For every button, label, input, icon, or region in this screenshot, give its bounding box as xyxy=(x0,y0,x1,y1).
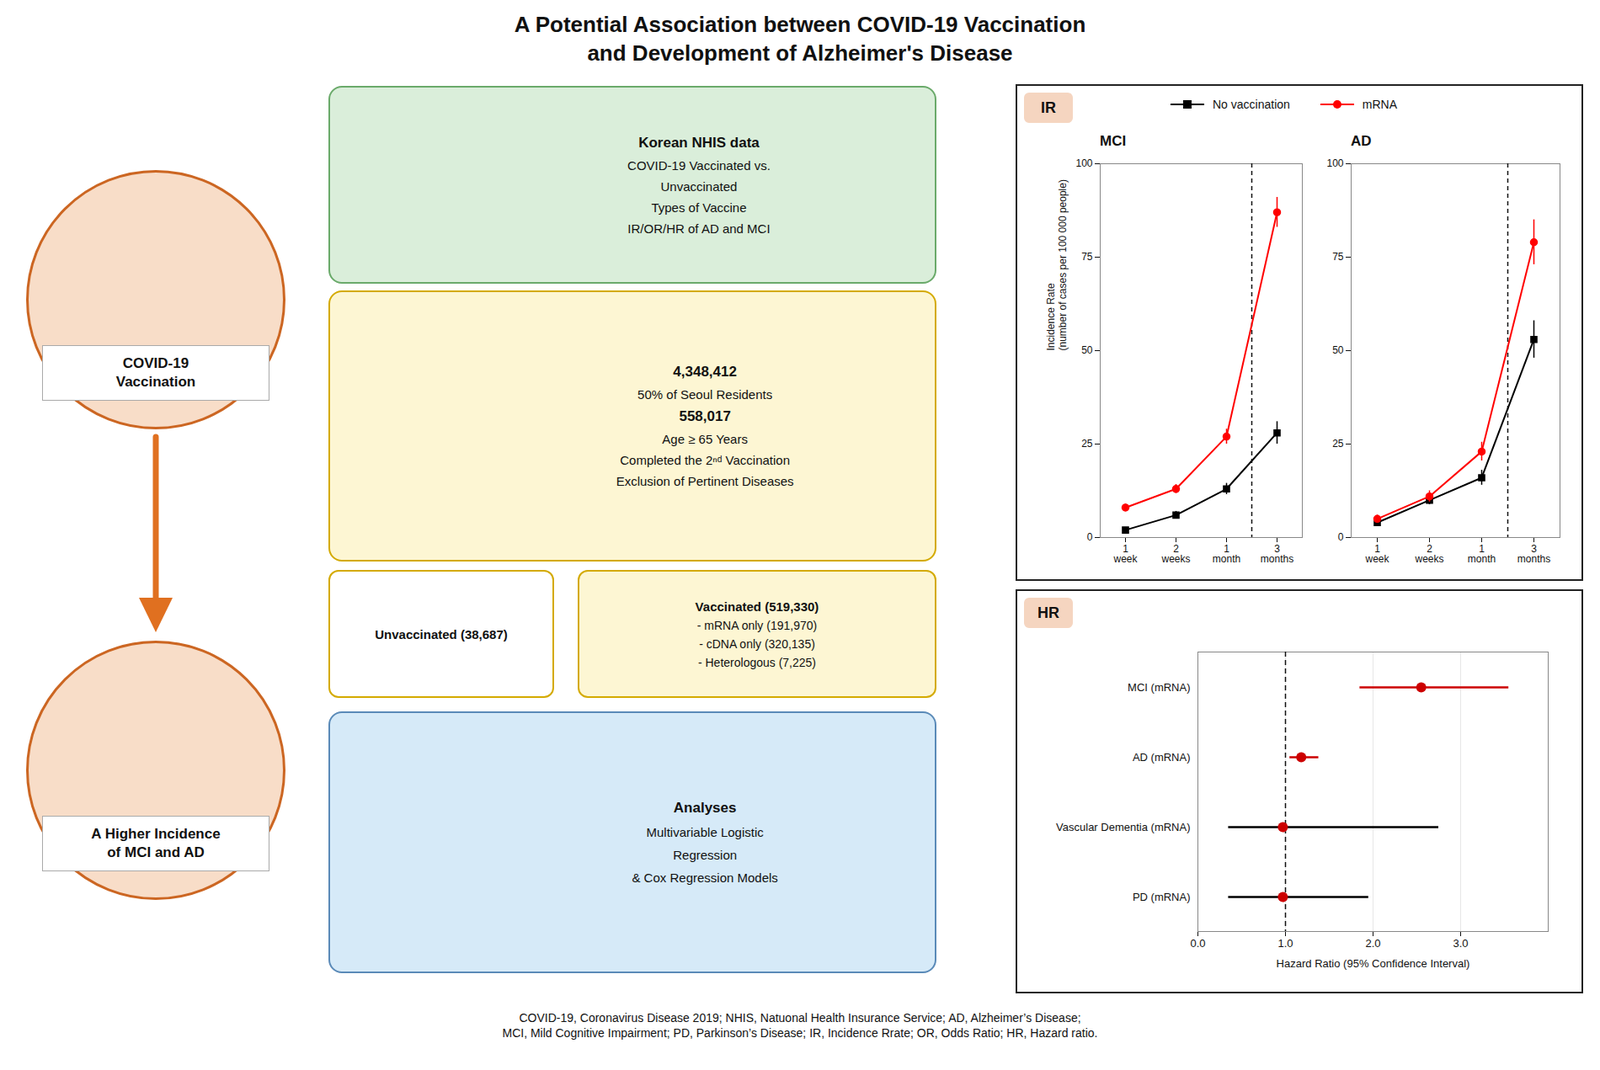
svg-text:1week: 1week xyxy=(1364,543,1390,566)
svg-text:0: 0 xyxy=(1338,531,1344,544)
html-text:IR: IR xyxy=(1040,98,1056,116)
html-text:HR: HR xyxy=(1037,604,1060,622)
html-text:COVID-19 Vaccinated vs.: COVID-19 Vaccinated vs. xyxy=(627,157,771,173)
svg-text:1month: 1month xyxy=(1467,543,1496,566)
html-text:Exclusion of Pertinent Disease: Exclusion of Pertinent Diseases xyxy=(616,474,794,489)
html-text:mRNA: mRNA xyxy=(1362,97,1398,112)
html-text:A Potential Association betwee: A Potential Association between COVID-19… xyxy=(514,11,1086,66)
svg-text:25: 25 xyxy=(1081,437,1094,450)
html-text:- Heterologous (7,225): - Heterologous (7,225) xyxy=(698,655,816,670)
svg-text:PD (mRNA): PD (mRNA) xyxy=(1132,890,1191,904)
svg-text:Incidence Rate(number of cases: Incidence Rate(number of cases per 100 0… xyxy=(1045,179,1069,351)
svg-text:100: 100 xyxy=(1075,157,1093,170)
html-text:MCI, Mild Cognitive Impairment: MCI, Mild Cognitive Impairment; PD, Park… xyxy=(502,1026,1098,1040)
svg-text:1month: 1month xyxy=(1212,543,1241,566)
svg-text:50: 50 xyxy=(1332,344,1344,357)
html-text:No vaccination: No vaccination xyxy=(1212,97,1290,112)
html-text:Regression: Regression xyxy=(673,848,737,863)
svg-text:1.0: 1.0 xyxy=(1277,937,1293,950)
svg-text:25: 25 xyxy=(1332,437,1344,450)
svg-text:2.0: 2.0 xyxy=(1365,937,1381,950)
html-text:Vaccination: Vaccination xyxy=(116,373,196,390)
svg-text:50: 50 xyxy=(1081,344,1094,357)
svg-text:75: 75 xyxy=(1081,250,1094,263)
svg-text:MCI (mRNA): MCI (mRNA) xyxy=(1127,681,1190,694)
html-text:Vaccinated (519,330): Vaccinated (519,330) xyxy=(695,599,819,614)
html-text:Age ≥ 65 Years: Age ≥ 65 Years xyxy=(662,432,748,447)
html-text:Multivariable Logistic: Multivariable Logistic xyxy=(646,825,764,840)
svg-text:1week: 1week xyxy=(1112,543,1138,566)
html-text:COVID-19: COVID-19 xyxy=(122,355,189,372)
svg-text:Hazard Ratio (95% Confidence I: Hazard Ratio (95% Confidence Interval) xyxy=(1276,957,1471,971)
svg-text:75: 75 xyxy=(1332,250,1344,263)
svg-text:3months: 3months xyxy=(1260,543,1294,566)
svg-text:AD (mRNA): AD (mRNA) xyxy=(1132,751,1191,764)
svg-text:0: 0 xyxy=(1087,531,1094,544)
html-text:Analyses: Analyses xyxy=(673,800,737,816)
html-text:558,017: 558,017 xyxy=(679,408,731,425)
html-text:COVID-19, Coronavirus Disease: COVID-19, Coronavirus Disease 2019; NHIS… xyxy=(519,1011,1081,1025)
svg-text:2weeks: 2weeks xyxy=(1160,543,1190,566)
html-text:Completed the 2ⁿᵈ Vaccination: Completed the 2ⁿᵈ Vaccination xyxy=(619,453,790,468)
html-text:AD: AD xyxy=(1350,133,1372,150)
svg-text:3months: 3months xyxy=(1517,543,1551,566)
svg-text:3.0: 3.0 xyxy=(1452,937,1468,950)
svg-text:100: 100 xyxy=(1326,157,1344,170)
svg-text:Vascular Dementia (mRNA): Vascular Dementia (mRNA) xyxy=(1056,821,1190,834)
html-text:A Higher Incidence: A Higher Incidence xyxy=(91,826,221,843)
html-text:MCI: MCI xyxy=(1099,133,1127,150)
html-text:50% of Seoul Residents: 50% of Seoul Residents xyxy=(637,387,773,402)
html-text:Unvaccinated (38,687): Unvaccinated (38,687) xyxy=(374,626,508,642)
html-text:& Cox Regression Models: & Cox Regression Models xyxy=(631,870,779,886)
html-text:Korean NHIS data: Korean NHIS data xyxy=(638,134,760,151)
html-text:- cDNA only (320,135): - cDNA only (320,135) xyxy=(699,637,816,651)
svg-text:2weeks: 2weeks xyxy=(1413,543,1444,566)
html-text:- mRNA only (191,970): - mRNA only (191,970) xyxy=(697,618,818,632)
html-text:Unvaccinated: Unvaccinated xyxy=(660,178,738,194)
html-text:IR/OR/HR of AD and MCI: IR/OR/HR of AD and MCI xyxy=(627,221,771,236)
html-text:Types of Vaccine: Types of Vaccine xyxy=(651,200,747,215)
svg-text:0.0: 0.0 xyxy=(1189,937,1206,950)
html-text:of MCI and AD: of MCI and AD xyxy=(107,844,205,861)
html-text:4,348,412: 4,348,412 xyxy=(673,363,737,380)
